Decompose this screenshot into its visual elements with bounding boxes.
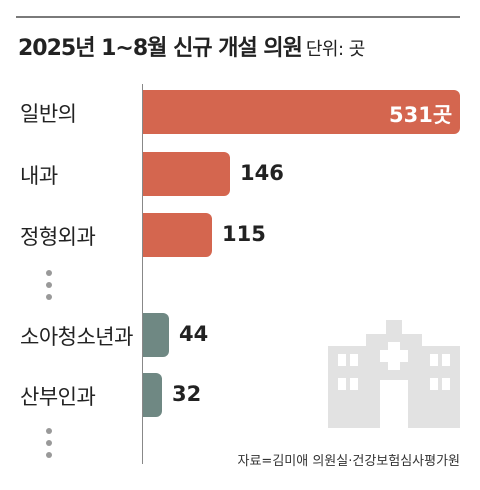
chart-title-row: 2025년 1~8월 신규 개설 의원 단위: 곳 [18, 30, 365, 62]
category-label: 일반의 [20, 102, 77, 126]
category-label: 산부인과 [20, 385, 96, 409]
category-label: 소아청소년과 [20, 325, 133, 349]
bar [143, 90, 460, 134]
bar [143, 152, 230, 196]
bar [143, 313, 169, 357]
data-label: 44 [179, 322, 209, 346]
data-label: 32 [172, 382, 202, 406]
bar [143, 213, 212, 257]
ellipsis-dots-1 [46, 270, 54, 306]
category-label: 정형외과 [20, 225, 96, 249]
data-label: 115 [222, 222, 266, 246]
data-label: 146 [240, 161, 284, 185]
category-label: 내과 [20, 164, 58, 188]
ellipsis-dots-2 [46, 428, 54, 464]
source-note: 자료=김미애 의원실·건강보험심사평가원 [237, 454, 460, 469]
top-rule [16, 16, 460, 18]
chart-title: 2025년 1~8월 신규 개설 의원 [18, 36, 303, 61]
unit-label: 단위: 곳 [305, 39, 365, 60]
axis-line [142, 84, 143, 464]
data-label: 531곳 [389, 103, 453, 127]
hospital-building-icon [328, 320, 460, 428]
bar [143, 373, 162, 417]
